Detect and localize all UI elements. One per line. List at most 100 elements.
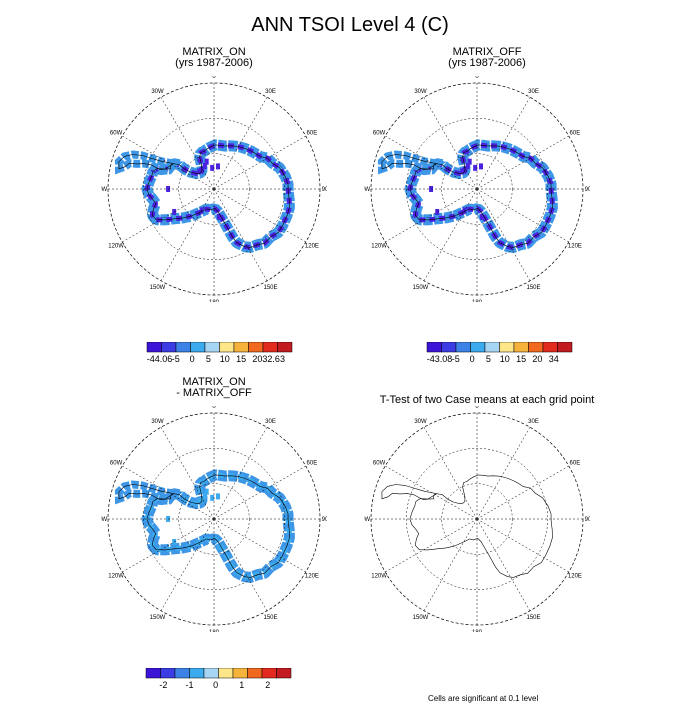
interior-cell bbox=[478, 163, 483, 170]
polar-map-off: 0 30E 60E 90E 120E 150E 180 150W 120W 90W 60W 30W bbox=[358, 74, 596, 307]
panel-title-on: MATRIX_ON (yrs 1987-2006) bbox=[175, 46, 253, 69]
colorbar-label: 0 bbox=[190, 354, 195, 364]
meridian-line bbox=[160, 427, 215, 520]
coastline bbox=[409, 474, 553, 578]
longitude-label: 180 bbox=[472, 630, 483, 632]
longitude-label: 120W bbox=[108, 244, 124, 250]
longitude-label: 60E bbox=[570, 461, 581, 467]
longitude-label: 120E bbox=[305, 244, 319, 250]
longitude-label: 0 bbox=[475, 76, 479, 80]
meridian-line bbox=[385, 135, 478, 190]
peninsula-coastline bbox=[118, 154, 175, 170]
longitude-label: 120W bbox=[108, 574, 124, 580]
colorbar-diff: -2 -1 0 1 2 bbox=[141, 667, 296, 699]
interior-cell bbox=[210, 164, 215, 171]
colorbar-swatch bbox=[146, 341, 162, 353]
meridian-line bbox=[476, 188, 569, 243]
meridian-line bbox=[476, 97, 531, 190]
longitude-label: 30W bbox=[151, 89, 164, 95]
longitude-label: 90E bbox=[585, 517, 590, 523]
colorbar-swatch bbox=[203, 667, 219, 679]
map-svg: 0 30E 60E 90E 120E 150E 180 150W 120W 90W 60W 30W bbox=[95, 74, 333, 306]
longitude-label: 150E bbox=[263, 615, 277, 621]
longitude-label: 120E bbox=[568, 244, 582, 250]
colorbar-label: -43.08 bbox=[427, 354, 453, 364]
longitude-label: 90E bbox=[322, 517, 327, 523]
latitude-circle bbox=[406, 448, 548, 590]
colorbar-label: 10 bbox=[220, 354, 230, 364]
panel-title-off: MATRIX_OFF (yrs 1987-2006) bbox=[448, 46, 526, 69]
colorbar-swatch bbox=[441, 341, 457, 353]
latitude-circle bbox=[441, 483, 513, 555]
meridian-line bbox=[476, 188, 531, 281]
meridian-line bbox=[122, 465, 215, 520]
colorbar-label: 32.63 bbox=[262, 354, 285, 364]
polar-map-ttest: 0 30E 60E 90E 120E 150E 180 150W 120W 90W 60W 30W bbox=[358, 404, 596, 637]
colorbar-on: -44.06 -5 0 5 10 15 20 32.63 bbox=[142, 341, 297, 373]
colorbar-swatch bbox=[499, 341, 515, 353]
colorbar-swatch bbox=[189, 667, 205, 679]
longitude-label: 90E bbox=[585, 187, 590, 193]
longitude-label: 30W bbox=[414, 419, 427, 425]
colorbar-swatch bbox=[174, 667, 190, 679]
latitude-circle bbox=[143, 448, 285, 590]
meridian-line bbox=[476, 427, 531, 520]
latitude-circle bbox=[441, 153, 513, 225]
longitude-label: 150W bbox=[413, 615, 429, 621]
coastline bbox=[146, 474, 290, 578]
interior-cell bbox=[204, 158, 209, 165]
colorbar-swatch bbox=[232, 667, 248, 679]
map-boundary bbox=[107, 412, 321, 626]
longitude-label: 90W bbox=[101, 517, 108, 523]
longitude-label: 120W bbox=[371, 574, 387, 580]
polar-map-on: 0 30E 60E 90E 120E 150E 180 150W 120W 90W 60W 30W bbox=[95, 74, 333, 307]
meridian-line bbox=[476, 518, 569, 573]
interior-cell bbox=[197, 498, 202, 505]
colorbar-label: 20 bbox=[532, 354, 542, 364]
meridian-line bbox=[423, 518, 478, 611]
meridian-line bbox=[122, 188, 215, 243]
interior-cell bbox=[460, 168, 465, 175]
longitude-label: 90W bbox=[364, 517, 371, 523]
meridian-line bbox=[160, 97, 215, 190]
meridian-line bbox=[160, 518, 215, 611]
longitude-label: 120E bbox=[305, 574, 319, 580]
colorbar-label: -5 bbox=[172, 354, 180, 364]
map-svg: 0 30E 60E 90E 120E 150E 180 150W 120W 90W 60W 30W bbox=[358, 404, 596, 636]
map-svg: 0 30E 60E 90E 120E 150E 180 150W 120W 90W 60W 30W bbox=[95, 404, 333, 636]
longitude-label: 30E bbox=[528, 419, 539, 425]
colorbar-swatch bbox=[175, 341, 191, 353]
longitude-label: 90E bbox=[322, 187, 327, 193]
colorbar-swatch bbox=[219, 341, 235, 353]
longitude-label: 120E bbox=[568, 574, 582, 580]
panel-title-diff: MATRIX_ON - MATRIX_OFF bbox=[176, 376, 252, 399]
colorbar-svg: -2 -1 0 1 2 bbox=[145, 667, 292, 690]
peninsula-coastline bbox=[381, 154, 438, 170]
meridian-line bbox=[213, 97, 268, 190]
interior-cell bbox=[216, 543, 221, 550]
longitude-label: 60E bbox=[307, 461, 318, 467]
colorbar-swatch bbox=[557, 341, 573, 353]
interior-cell bbox=[202, 163, 207, 170]
interior-cell bbox=[216, 213, 221, 220]
meridian-line bbox=[213, 135, 306, 190]
longitude-label: 0 bbox=[212, 406, 216, 410]
colorbar-swatch bbox=[161, 341, 177, 353]
meridian-line bbox=[213, 188, 306, 243]
longitude-label: 180 bbox=[209, 630, 220, 632]
longitude-label: 30E bbox=[265, 89, 276, 95]
polar-map-diff: 0 30E 60E 90E 120E 150E 180 150W 120W 90W 60W 30W bbox=[95, 404, 333, 637]
colorbar-swatch bbox=[145, 667, 161, 679]
colorbar-swatch bbox=[204, 341, 220, 353]
colorbar-swatch bbox=[160, 667, 176, 679]
meridian-line bbox=[423, 97, 478, 190]
colorbar-label: -5 bbox=[452, 354, 460, 364]
latitude-circle bbox=[406, 118, 548, 260]
longitude-label: 150W bbox=[150, 285, 166, 291]
colorbar-label: -2 bbox=[159, 680, 167, 690]
colorbar-label: 15 bbox=[516, 354, 526, 364]
colorbar-swatch bbox=[542, 341, 558, 353]
map-svg: 0 30E 60E 90E 120E 150E 180 150W 120W 90W 60W 30W bbox=[358, 74, 596, 306]
colorbar-label: 10 bbox=[500, 354, 510, 364]
longitude-label: 150E bbox=[263, 285, 277, 291]
